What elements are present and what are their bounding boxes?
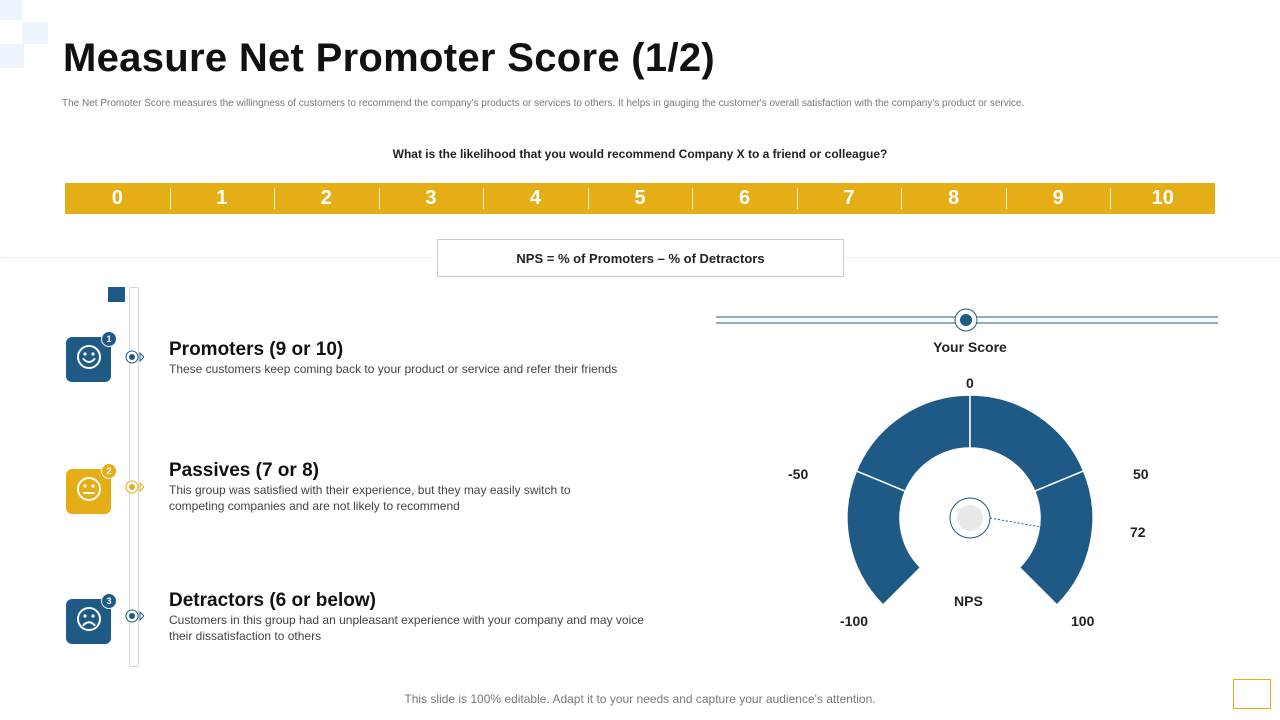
page-title: Measure Net Promoter Score (1/2) [63,36,716,80]
timeline-marker [124,480,145,494]
gauge-label-minus-hundred: -100 [840,613,869,629]
smile-icon [75,343,103,376]
gauge-segment [846,469,922,607]
gauge-label-minus-fifty: -50 [788,466,809,482]
scale-value: 6 [692,183,797,214]
scale-value: 0 [111,187,123,209]
your-score-label: Your Score [933,339,1007,355]
corner-decoration [0,0,22,20]
passives-description: This group was satisfied with their expe… [169,483,571,513]
corner-decoration [22,22,48,44]
passives-title: Passives (7 or 8) [169,460,319,481]
step-badge: 3 [101,593,117,609]
corner-decoration [0,44,24,68]
timeline-marker [124,609,145,623]
scale-value: 1 [169,183,275,214]
gauge-segment [855,394,971,493]
nps-gauge [830,380,1110,625]
detractors-icon-box: 3 [66,593,117,644]
scale-value: 9 [1005,183,1111,214]
gauge-label-hundred: 100 [1071,613,1095,629]
gauge-needle [989,517,1040,528]
page-subtitle: The Net Promoter Score measures the will… [62,98,1025,109]
timeline-bar [129,287,139,667]
gauge-segment [969,394,1085,493]
passives-icon-box: 2 [66,463,117,514]
footer-note: This slide is 100% editable. Adapt it to… [404,692,876,706]
nps-formula: NPS = % of Promoters – % of Detractors [437,239,844,277]
promoters-icon-box: 1 [66,331,117,382]
gauge-hub-center [957,505,983,531]
gauge-label-nps: NPS [954,593,983,609]
detractors-description: Customers in this group had an unpleasan… [169,613,644,643]
gauge-segment [1018,469,1094,607]
scale-value: 5 [587,183,693,214]
promoters-title: Promoters (9 or 10) [169,339,344,360]
timeline-marker [124,350,145,364]
survey-question: What is the likelihood that you would re… [392,147,888,161]
scale-value: 10 [1110,183,1215,214]
gauge-label-zero: 0 [966,375,974,391]
timeline-cap [108,287,125,302]
promoters-description: These customers keep coming back to your… [169,362,618,376]
neutral-face-icon [75,475,103,508]
rating-scale: 0 1 2 3 4 5 6 7 8 9 10 [65,183,1215,214]
scale-value: 4 [483,183,588,214]
gauge-value-label: 72 [1130,524,1146,540]
sad-face-icon [75,605,103,638]
step-badge: 1 [101,331,117,347]
detractors-title: Detractors (6 or below) [169,590,376,611]
scale-value: 8 [901,183,1006,214]
scale-value: 7 [796,183,902,214]
corner-frame [1233,679,1271,709]
score-header-rule [716,307,1218,338]
step-badge: 2 [101,463,117,479]
scale-value: 2 [274,183,379,214]
gauge-label-fifty: 50 [1133,466,1149,482]
scale-value: 3 [378,183,484,214]
